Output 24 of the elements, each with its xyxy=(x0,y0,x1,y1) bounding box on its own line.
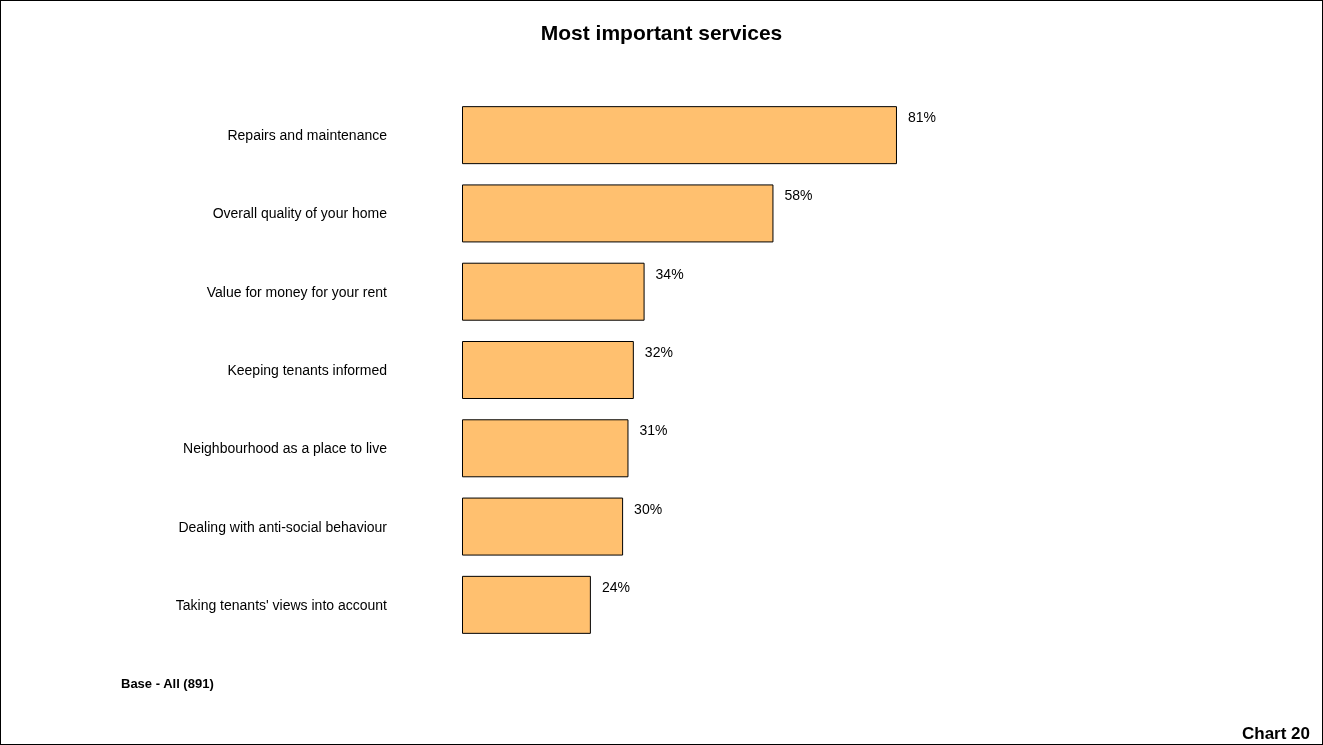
data-label: 34% xyxy=(655,265,684,282)
data-label: 58% xyxy=(784,187,813,204)
y-tick-label: Value for money for your rent xyxy=(206,283,388,300)
y-tick-label: Taking tenants' views into account xyxy=(175,596,388,613)
y-tick-label: Keeping tenants informed xyxy=(227,362,387,378)
bar xyxy=(462,497,624,556)
data-label: 24% xyxy=(601,578,630,595)
text: Base - All (891) xyxy=(121,676,214,691)
y-tick-label: Overall quality of your home xyxy=(212,205,388,222)
bar xyxy=(462,419,629,478)
bar xyxy=(462,341,634,399)
y-tick-label: Neighbourhood as a place to live xyxy=(183,440,388,457)
bar xyxy=(462,184,774,243)
y-tick-label: Repairs and maintenance xyxy=(227,127,388,144)
bar xyxy=(462,575,591,634)
data-label: 31% xyxy=(639,422,668,439)
caption: Chart 20 xyxy=(1241,724,1311,743)
data-label: 30% xyxy=(634,500,663,517)
bar xyxy=(462,262,645,321)
chart-title: Most important services xyxy=(540,21,783,44)
data-label: 32% xyxy=(644,344,673,360)
data-label: 81% xyxy=(907,109,936,126)
y-tick-label: Dealing with anti-social behaviour xyxy=(178,518,388,535)
bar xyxy=(462,106,897,165)
